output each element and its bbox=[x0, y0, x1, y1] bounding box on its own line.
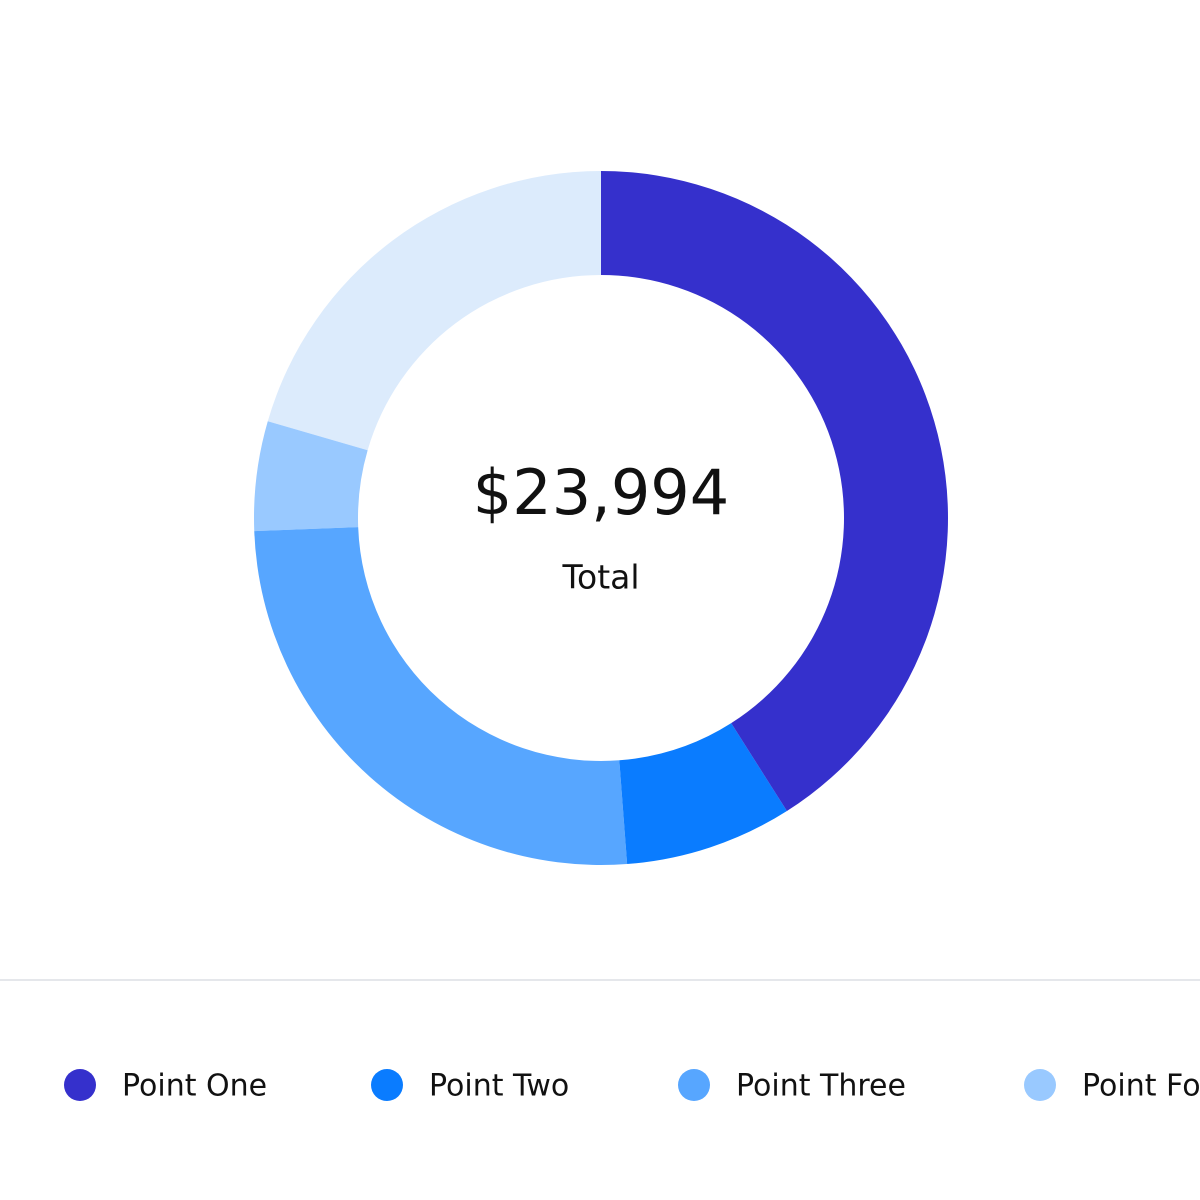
donut-segment bbox=[254, 527, 628, 866]
legend-label: Point Three bbox=[736, 1069, 906, 1104]
legend-label: Point Two bbox=[429, 1069, 569, 1104]
donut-segment bbox=[254, 421, 368, 532]
legend-marker bbox=[678, 1069, 710, 1101]
legend-marker bbox=[1024, 1069, 1056, 1101]
legend-marker bbox=[371, 1069, 403, 1101]
legend-marker bbox=[64, 1069, 96, 1101]
donut-segment bbox=[267, 171, 601, 451]
legend-label: Point Four bbox=[1082, 1069, 1200, 1104]
legend-label: Point One bbox=[122, 1069, 267, 1104]
donut-segment bbox=[601, 171, 949, 811]
center-label: Total bbox=[561, 558, 639, 597]
donut-segment bbox=[619, 723, 787, 865]
center-value: $23,994 bbox=[473, 456, 729, 529]
